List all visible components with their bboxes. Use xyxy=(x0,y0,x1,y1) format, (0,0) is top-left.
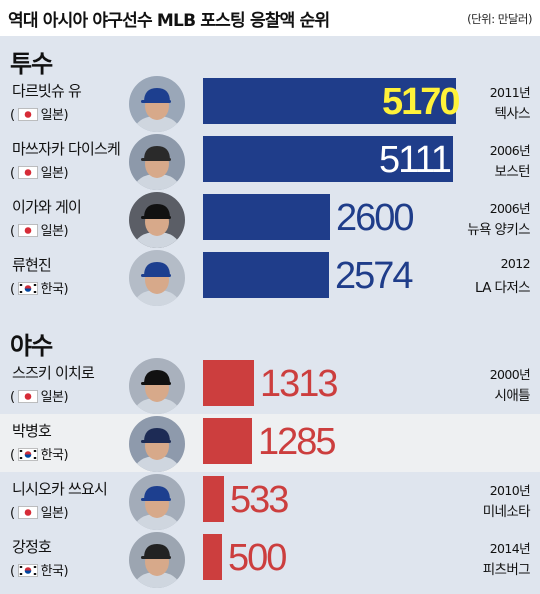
value-bar xyxy=(203,418,252,464)
team-name: 텍사스 xyxy=(494,106,531,122)
value-bar xyxy=(203,194,330,240)
korea-flag-icon xyxy=(17,282,38,295)
team-name: 미네소타 xyxy=(482,504,531,520)
player-name: 박병호 xyxy=(12,422,52,440)
player-country: (일본) xyxy=(10,224,69,239)
country-name: 한국 xyxy=(40,564,64,579)
value-bar xyxy=(203,136,453,182)
player-photo xyxy=(129,250,185,306)
country-name: 일본 xyxy=(40,390,64,405)
team-name: 피츠버그 xyxy=(482,562,531,578)
posting-year: 2010년 xyxy=(489,483,531,498)
player-row: 류현진 (한국) 2574 2012 LA 다저스 xyxy=(0,248,540,306)
team-name: LA 다저스 xyxy=(474,280,531,296)
posting-year: 2006년 xyxy=(489,143,531,158)
country-name: 일본 xyxy=(40,506,64,521)
posting-year: 2011년 xyxy=(489,85,531,100)
value-label: 2600 xyxy=(336,197,415,239)
japan-flag-icon xyxy=(17,166,38,179)
player-name: 스즈키 이치로 xyxy=(12,364,95,382)
country-name: 일본 xyxy=(40,108,64,123)
posting-year: 2006년 xyxy=(489,201,531,216)
country-name: 일본 xyxy=(40,166,64,181)
player-photo xyxy=(129,76,185,132)
section-label-pitchers: 투수 xyxy=(10,50,53,78)
player-photo xyxy=(129,358,185,414)
value-bar xyxy=(203,360,254,406)
player-country: (한국) xyxy=(10,564,69,579)
country-name: 일본 xyxy=(40,224,64,239)
section-label-fielders: 야수 xyxy=(10,332,53,360)
japan-flag-icon xyxy=(17,506,38,519)
value-bar xyxy=(203,534,222,580)
country-name: 한국 xyxy=(40,448,64,463)
player-country: (일본) xyxy=(10,506,69,521)
player-country: (한국) xyxy=(10,282,69,297)
player-name: 강정호 xyxy=(12,538,52,556)
player-name: 니시오카 쓰요시 xyxy=(12,480,108,498)
value-bar xyxy=(203,78,456,124)
value-label: 5170 xyxy=(382,81,461,123)
country-name: 한국 xyxy=(40,282,64,297)
japan-flag-icon xyxy=(17,390,38,403)
player-photo xyxy=(129,192,185,248)
korea-flag-icon xyxy=(17,448,38,461)
chart-title: 역대 아시아 야구선수 MLB 포스팅 응찰액 순위 xyxy=(8,11,330,31)
team-name: 보스턴 xyxy=(494,164,531,180)
posting-year: 2014년 xyxy=(489,541,531,556)
player-photo xyxy=(129,532,185,588)
japan-flag-icon xyxy=(17,224,38,237)
team-name: 뉴욕 양키스 xyxy=(467,222,530,238)
player-name: 류현진 xyxy=(12,256,52,274)
unit-label: (단위: 만달러) xyxy=(467,12,532,26)
player-country: (일본) xyxy=(10,108,69,123)
player-country: (일본) xyxy=(10,390,69,405)
player-country: (한국) xyxy=(10,448,69,463)
posting-year: 2000년 xyxy=(489,367,531,382)
japan-flag-icon xyxy=(17,108,38,121)
player-name: 마쓰자카 다이스케 xyxy=(12,140,121,158)
player-photo xyxy=(129,474,185,530)
player-photo xyxy=(129,134,185,190)
header: 역대 아시아 야구선수 MLB 포스팅 응찰액 순위 (단위: 만달러) xyxy=(0,0,540,36)
value-label: 533 xyxy=(230,479,289,521)
player-name: 이가와 게이 xyxy=(12,198,82,216)
value-bar xyxy=(203,252,329,298)
player-photo xyxy=(129,416,185,472)
value-label: 1285 xyxy=(258,421,337,463)
player-name: 다르빗슈 유 xyxy=(12,82,82,100)
value-bar xyxy=(203,476,224,522)
korea-flag-icon xyxy=(17,564,38,577)
player-country: (일본) xyxy=(10,166,69,181)
posting-year: 2012 xyxy=(500,256,531,271)
team-name: 시애틀 xyxy=(494,388,531,404)
player-row: 박병호 (한국) 1285 xyxy=(0,414,540,472)
value-label: 500 xyxy=(228,537,287,579)
value-label: 2574 xyxy=(335,255,414,297)
value-label: 5111 xyxy=(379,139,452,181)
value-label: 1313 xyxy=(260,363,339,405)
